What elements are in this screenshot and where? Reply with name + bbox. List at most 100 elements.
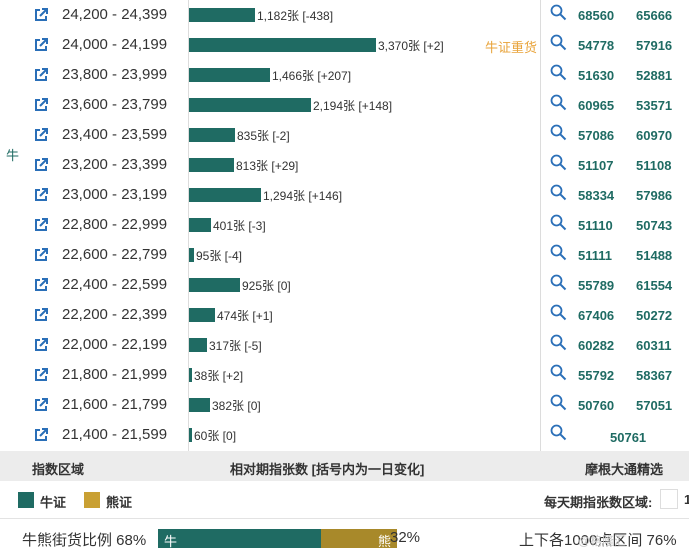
bear-legend-label: 熊证 (106, 495, 133, 510)
search-icon[interactable] (550, 334, 567, 351)
warrant-code[interactable]: 51107 (578, 158, 614, 173)
index-range: 22,000 - 22,199 (62, 336, 168, 353)
warrant-code[interactable]: 51488 (636, 248, 673, 263)
warrant-code[interactable]: 55792 (578, 368, 615, 383)
header-index-range: 指数区域 (32, 462, 85, 477)
warrant-code[interactable]: 51111 (578, 248, 612, 263)
header-contract-count: 相对期指张数 [括号内为一日变化] (230, 462, 425, 477)
search-icon[interactable] (550, 154, 567, 171)
index-range: 23,200 - 23,399 (62, 156, 168, 173)
search-icon[interactable] (550, 274, 567, 291)
warrant-code[interactable]: 57086 (578, 128, 615, 143)
table-row: 23,000 - 23,199 1,294张 [+146] 58334 57986 (0, 180, 689, 210)
index-range: 24,200 - 24,399 (62, 6, 168, 23)
index-range: 21,600 - 21,799 (62, 396, 168, 413)
warrant-code[interactable]: 51108 (636, 158, 672, 173)
warrant-code[interactable]: 57986 (636, 188, 673, 203)
count-bar (189, 128, 235, 142)
warrant-code[interactable]: 52881 (636, 68, 673, 83)
warrant-code[interactable]: 50272 (636, 308, 673, 323)
search-icon[interactable] (550, 424, 567, 441)
index-range: 24,000 - 24,199 (62, 36, 168, 53)
watermark: @格隆汇 (578, 534, 627, 548)
warrant-code[interactable]: 65666 (636, 8, 673, 23)
search-icon[interactable] (550, 34, 567, 51)
warrant-code[interactable]: 60970 (636, 128, 673, 143)
index-range: 23,800 - 23,999 (62, 66, 168, 83)
warrant-code[interactable]: 55789 (578, 278, 615, 293)
table-row: 22,600 - 22,799 95张 [-4] 51111 51488 (0, 240, 689, 270)
search-icon[interactable] (550, 124, 567, 141)
count-label: 474张 [+1] (217, 309, 273, 323)
warrant-code[interactable]: 58334 (578, 188, 615, 203)
warrant-code[interactable]: 61554 (636, 278, 673, 293)
warrant-code[interactable]: 54778 (578, 38, 615, 53)
external-link-icon[interactable] (34, 218, 48, 232)
interval-label: 每天期指张数区域: (544, 495, 653, 510)
external-link-icon[interactable] (34, 398, 48, 412)
warrant-code[interactable]: 60282 (578, 338, 615, 353)
divider (0, 518, 689, 519)
warrant-code[interactable]: 50760 (578, 398, 615, 413)
range-ratio-label: 上下各1000点区间 76% (519, 532, 677, 549)
count-label: 925张 [0] (242, 279, 291, 293)
ratio-bear-pct: 32% (390, 529, 421, 546)
warrant-code[interactable]: 53571 (636, 98, 673, 113)
count-bar (189, 308, 215, 322)
external-link-icon[interactable] (34, 308, 48, 322)
warrant-code[interactable]: 50761 (610, 430, 647, 445)
count-bar (189, 368, 192, 382)
external-link-icon[interactable] (34, 98, 48, 112)
warrant-code[interactable]: 67406 (578, 308, 615, 323)
count-bar (189, 8, 255, 22)
search-icon[interactable] (550, 184, 567, 201)
table-row: 22,000 - 22,199 317张 [-5] 60282 60311 (0, 330, 689, 360)
table-row: 22,400 - 22,599 925张 [0] 55789 61554 (0, 270, 689, 300)
count-label: 1,466张 [+207] (272, 69, 352, 83)
external-link-icon[interactable] (34, 158, 48, 172)
external-link-icon[interactable] (34, 428, 48, 442)
warrant-code[interactable]: 60965 (578, 98, 615, 113)
ratio-bear-bar: 熊 (321, 529, 397, 549)
bull-bear-ratio: 牛熊街货比例 68% 牛 熊 32% 上下各1000点区间 76% (0, 526, 689, 552)
interval-select[interactable] (660, 489, 678, 509)
external-link-icon[interactable] (34, 68, 48, 82)
search-icon[interactable] (550, 244, 567, 261)
table-row: 21,800 - 21,999 38张 [+2] 55792 58367 (0, 360, 689, 390)
external-link-icon[interactable] (34, 368, 48, 382)
count-label: 1,182张 [-438] (257, 9, 334, 23)
count-label: 95张 [-4] (196, 249, 243, 263)
bear-swatch (84, 492, 100, 508)
search-icon[interactable] (550, 214, 567, 231)
table-row: 21,600 - 21,799 382张 [0] 50760 57051 (0, 390, 689, 420)
warrant-code[interactable]: 51630 (578, 68, 615, 83)
external-link-icon[interactable] (34, 128, 48, 142)
count-bar (189, 38, 376, 52)
external-link-icon[interactable] (34, 8, 48, 22)
bull-side-label: 牛 (6, 148, 20, 163)
warrant-code[interactable]: 60311 (636, 338, 672, 353)
search-icon[interactable] (550, 94, 567, 111)
external-link-icon[interactable] (34, 278, 48, 292)
ratio-bull-bar: 牛 (158, 529, 321, 549)
warrant-code[interactable]: 68560 (578, 8, 615, 23)
count-bar (189, 98, 311, 112)
table-row: 22,200 - 22,399 474张 [+1] 67406 50272 (0, 300, 689, 330)
external-link-icon[interactable] (34, 248, 48, 262)
search-icon[interactable] (550, 394, 567, 411)
warrant-code[interactable]: 58367 (636, 368, 673, 383)
search-icon[interactable] (550, 364, 567, 381)
count-bar (189, 398, 210, 412)
search-icon[interactable] (550, 64, 567, 81)
warrant-code[interactable]: 57051 (636, 398, 673, 413)
header-jpm-picks: 摩根大通精选 (585, 462, 664, 477)
warrant-code[interactable]: 57916 (636, 38, 673, 53)
search-icon[interactable] (550, 4, 567, 21)
external-link-icon[interactable] (34, 338, 48, 352)
external-link-icon[interactable] (34, 38, 48, 52)
external-link-icon[interactable] (34, 188, 48, 202)
warrant-code[interactable]: 51110 (578, 218, 613, 233)
count-bar (189, 218, 211, 232)
warrant-code[interactable]: 50743 (636, 218, 673, 233)
search-icon[interactable] (550, 304, 567, 321)
